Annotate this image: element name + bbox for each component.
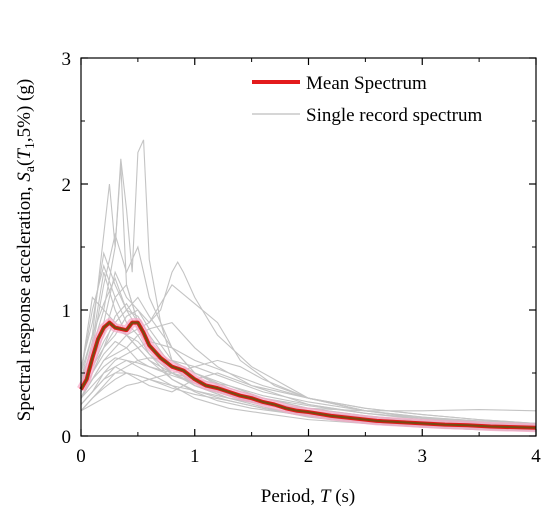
y-axis-title: Spectral response acceleration, Sa(T1,5%… — [14, 79, 38, 421]
x-axis-title-text: Period, — [261, 486, 320, 507]
mean-spectrum-core — [80, 321, 537, 429]
y-axis-title-sub: a — [23, 165, 38, 172]
x-tick-label-4: 4 — [531, 446, 541, 467]
single-record-line-19 — [80, 340, 537, 424]
x-tick-label-3: 3 — [418, 446, 428, 467]
y-ticks: 0 1 2 3 — [62, 49, 536, 448]
x-axis-title-var: T — [320, 486, 332, 507]
single-record-line-23 — [80, 357, 537, 426]
y-axis-title-var2: T — [14, 148, 35, 160]
legend-mean-label: Mean Spectrum — [306, 73, 427, 94]
x-axis-title-unit: (s) — [330, 486, 355, 507]
legend: Mean Spectrum Single record spectrum — [252, 73, 482, 126]
x-ticks: 0 1 2 3 4 — [76, 58, 541, 467]
y-axis-title-text: Spectral response acceleration, — [14, 182, 35, 422]
x-tick-label-0: 0 — [76, 446, 86, 467]
legend-single-label: Single record spectrum — [306, 105, 482, 126]
y-tick-label-0: 0 — [62, 427, 72, 448]
single-record-lines — [80, 139, 537, 432]
y-tick-label-3: 3 — [62, 49, 72, 70]
x-tick-label-1: 1 — [190, 446, 200, 467]
y-tick-label-2: 2 — [62, 175, 72, 196]
y-axis-title-open: ( — [14, 160, 35, 166]
mean-spectrum-lines — [77, 318, 537, 433]
single-record-line-11 — [80, 232, 537, 429]
single-record-line-24 — [80, 372, 537, 412]
x-tick-label-2: 2 — [304, 446, 314, 467]
y-axis-title-rest: ,5%) (g) — [14, 79, 35, 142]
y-axis-title-sub2: 1 — [23, 142, 38, 149]
single-record-line-25 — [80, 357, 537, 427]
y-axis-title-var: S — [14, 172, 35, 182]
single-record-line-9 — [80, 283, 537, 429]
y-tick-label-1: 1 — [62, 301, 72, 322]
x-axis-title: Period, T (s) — [261, 486, 356, 507]
